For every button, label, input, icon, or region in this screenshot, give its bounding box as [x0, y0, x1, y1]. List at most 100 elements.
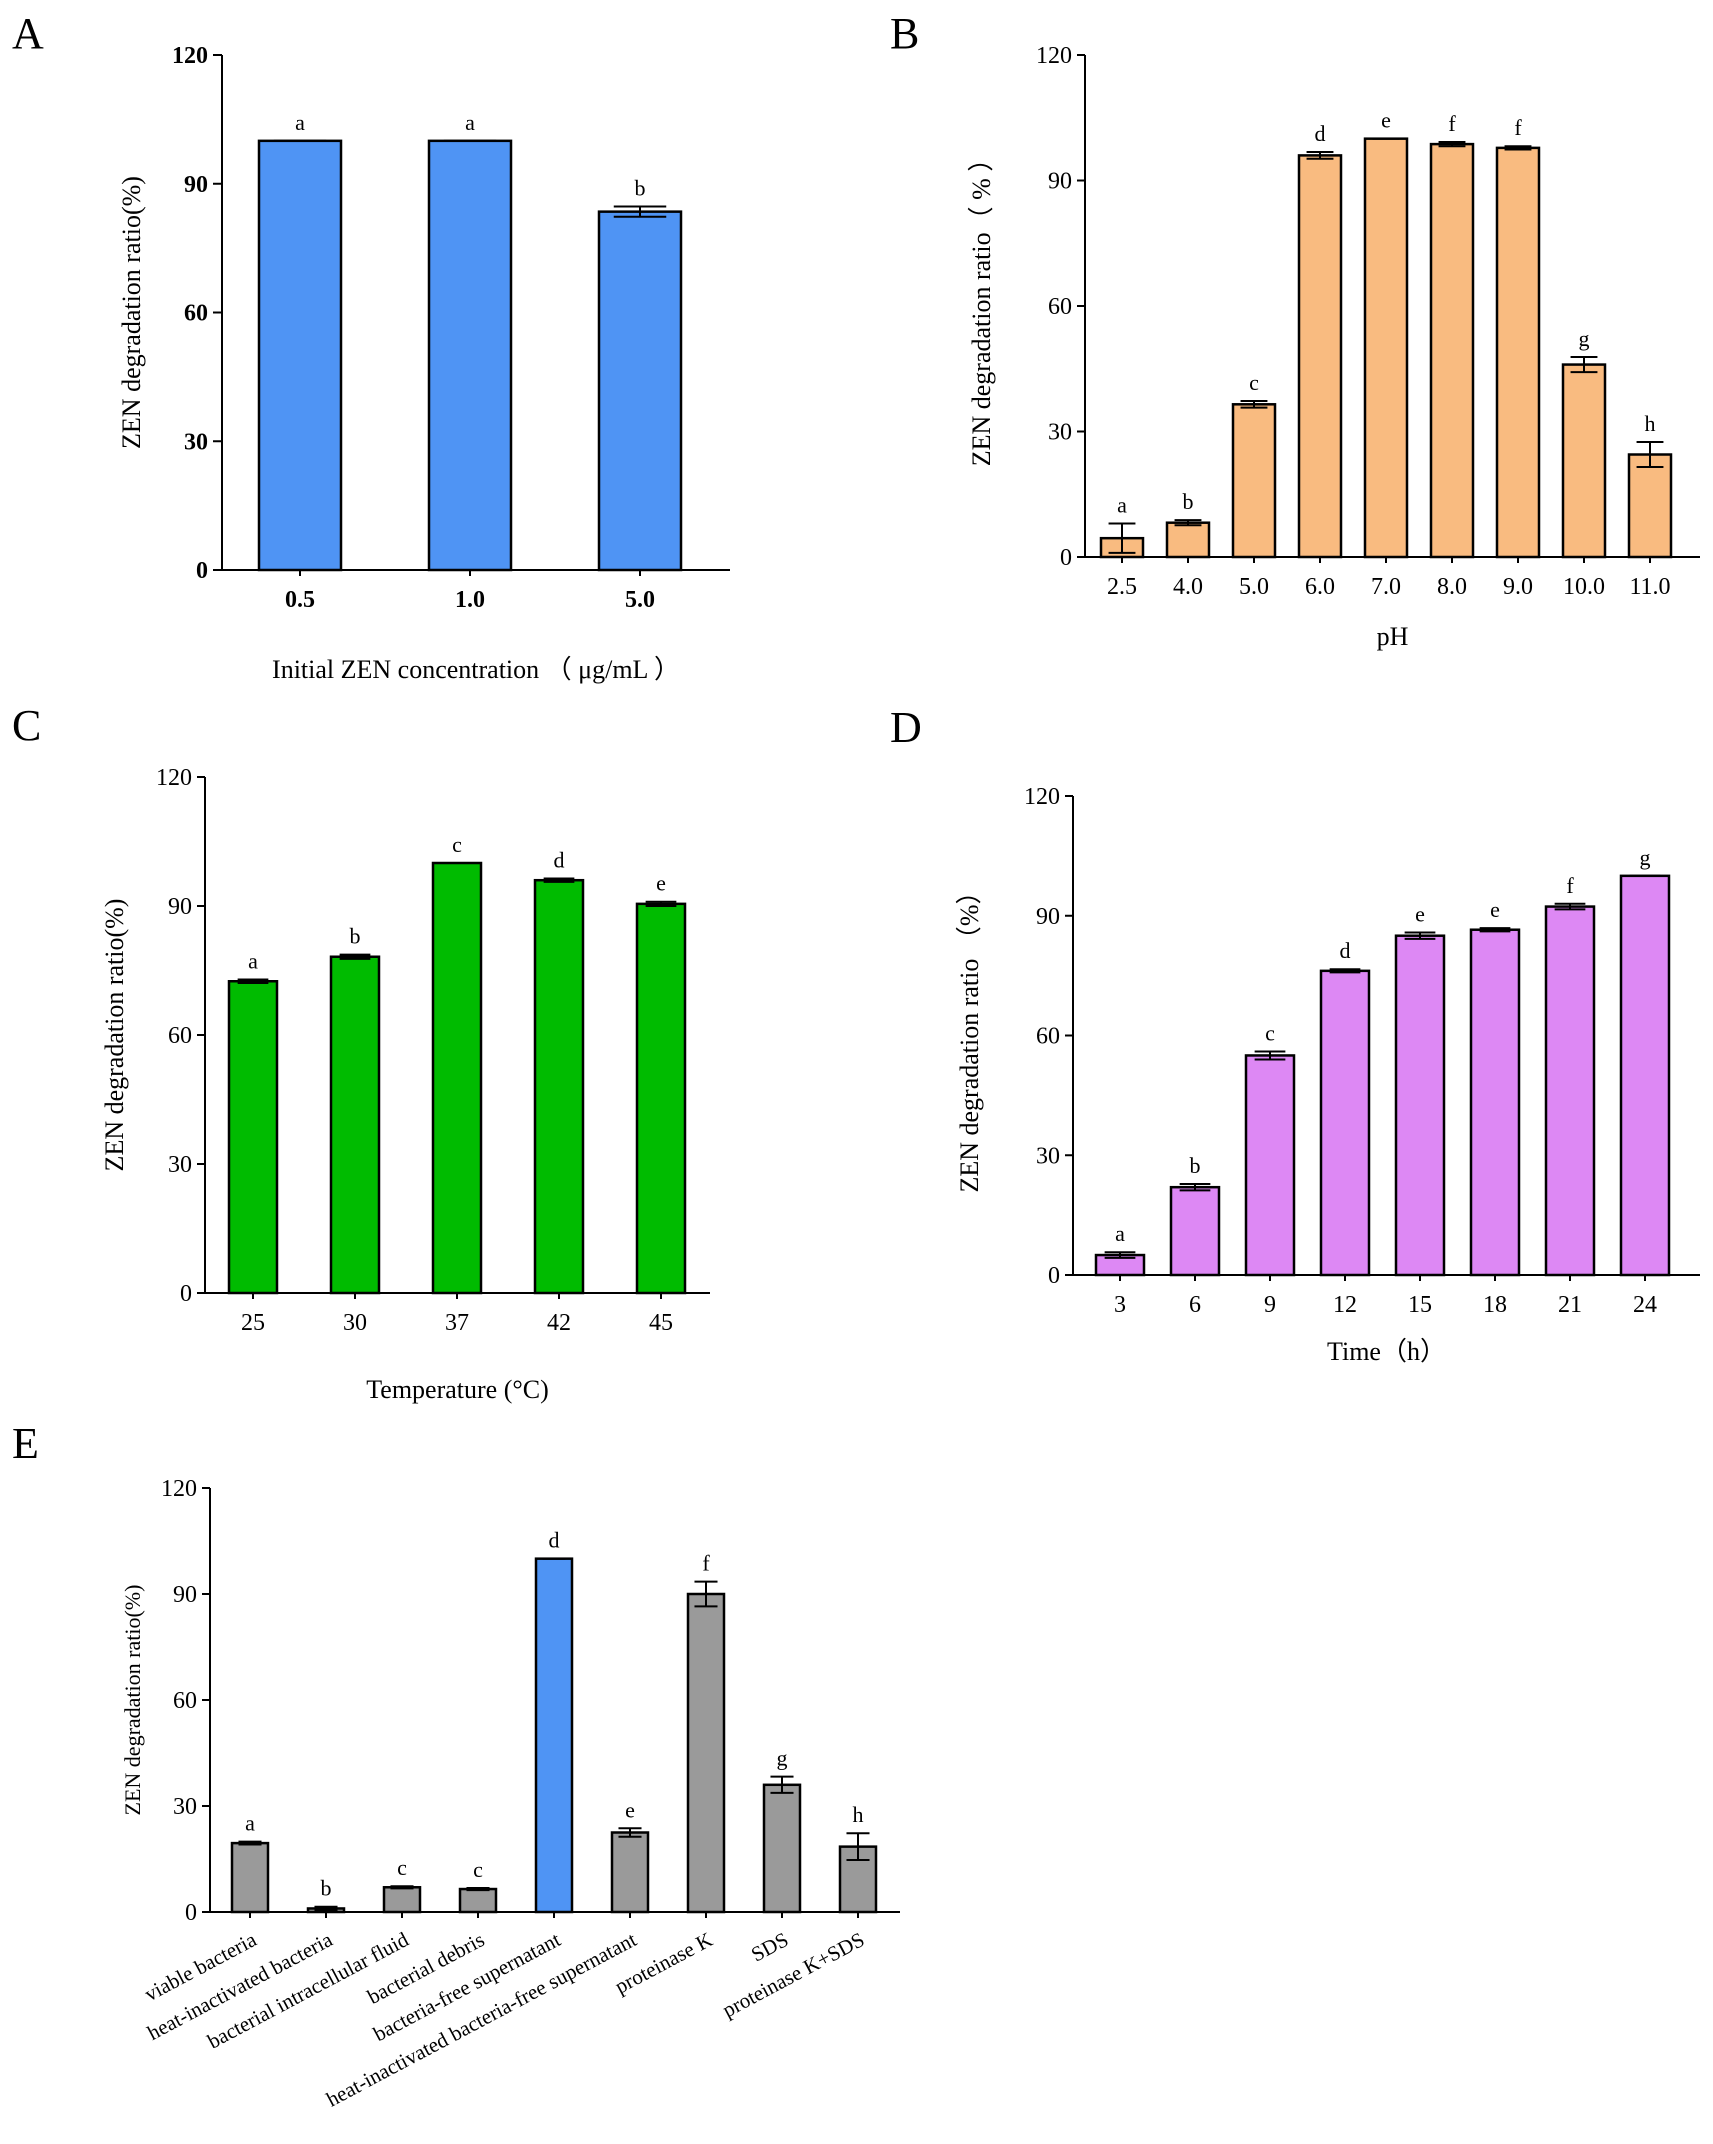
x-tick-label: 6	[1189, 1292, 1201, 1318]
y-tick-label: 60	[173, 1688, 197, 1714]
bar	[382, 1886, 422, 1914]
x-tick-label: 5.0	[1239, 574, 1269, 600]
x-tick-label: 37	[445, 1310, 469, 1336]
significance-letter: a	[465, 110, 475, 135]
significance-letter: e	[1490, 897, 1500, 922]
significance-letter: b	[350, 924, 361, 949]
panel-label: A	[12, 9, 44, 58]
x-tick-label: 1.0	[455, 587, 485, 613]
panel-label: C	[12, 701, 41, 750]
y-tick-label: 90	[184, 172, 208, 198]
significance-letter: f	[1448, 111, 1456, 136]
y-tick-label: 30	[1036, 1143, 1060, 1169]
x-tick-label: 11.0	[1629, 574, 1670, 600]
bar	[610, 1831, 650, 1914]
y-tick-label: 0	[196, 558, 208, 584]
x-axis-title: Temperature (°C)	[366, 1375, 549, 1404]
significance-letter: e	[1415, 902, 1425, 927]
bar	[534, 1557, 574, 1914]
bar	[329, 955, 381, 1295]
bar	[1544, 905, 1596, 1277]
significance-letter: h	[853, 1802, 864, 1827]
x-tick-label: 0.5	[285, 587, 315, 613]
y-tick-label: 120	[156, 765, 192, 791]
x-tick-label: 2.5	[1107, 574, 1137, 600]
significance-letter: e	[1381, 108, 1391, 133]
x-tick-label: 15	[1408, 1292, 1432, 1318]
x-tick-label: 5.0	[625, 587, 655, 613]
chart-panel-c: C 0 30 60 90 120 a 25 b 30 c 37 d 42 e 45 ZEN degradatio…	[12, 701, 710, 1404]
significance-letter: h	[1645, 411, 1656, 436]
x-axis-title: Initial ZEN concentration （ μg/mL ）	[272, 655, 680, 684]
bar	[230, 1841, 270, 1914]
significance-letter: f	[1514, 115, 1522, 140]
bar	[227, 980, 279, 1295]
significance-letter: e	[656, 871, 666, 896]
panel-label: D	[890, 703, 922, 752]
chart-panel-a: A 0 30 60 90 120 a 0.5 a 1.0 b 5.0 ZEN degradation r…	[12, 9, 730, 684]
bar	[1297, 154, 1343, 559]
x-tick-label: 21	[1558, 1292, 1582, 1318]
bar	[431, 861, 483, 1295]
y-tick-label: 120	[172, 43, 208, 69]
bar	[458, 1887, 498, 1914]
chart-panel-b: B 0 30 60 90 120 a 2.5 b 4.0 c 5.0 d 6.0 e 7.0 f 8.0 f 9.0 g…	[890, 9, 1700, 651]
bar	[1469, 928, 1521, 1277]
significance-letter: a	[245, 1811, 255, 1836]
significance-letter: g	[777, 1746, 788, 1771]
x-axis-title: Time（h）	[1327, 1337, 1446, 1366]
y-tick-label: 60	[1036, 1024, 1060, 1050]
y-tick-label: 30	[184, 429, 208, 455]
x-tick-label: 25	[241, 1310, 265, 1336]
bar	[1231, 403, 1277, 559]
significance-letter: d	[1340, 938, 1351, 963]
x-tick-label: 9	[1264, 1292, 1276, 1318]
bar	[1165, 521, 1211, 559]
x-tick-label: 8.0	[1437, 574, 1467, 600]
bar	[1429, 142, 1475, 559]
significance-letter: a	[295, 110, 305, 135]
x-tick-label: 10.0	[1563, 574, 1605, 600]
significance-letter: b	[635, 175, 646, 200]
bar	[1319, 969, 1371, 1277]
x-tick-label: 9.0	[1503, 574, 1533, 600]
y-tick-label: 90	[1036, 904, 1060, 930]
significance-letter: b	[1190, 1153, 1201, 1178]
significance-letter: a	[1117, 493, 1127, 518]
y-tick-label: 60	[184, 301, 208, 327]
y-tick-label: 120	[161, 1476, 197, 1502]
significance-letter: g	[1640, 845, 1651, 870]
x-tick-label: SDS	[747, 1927, 792, 1966]
y-tick-label: 30	[173, 1794, 197, 1820]
y-tick-label: 60	[1048, 294, 1072, 320]
significance-letter: a	[1115, 1221, 1125, 1246]
y-tick-label: 30	[168, 1152, 192, 1178]
y-tick-label: 0	[1060, 545, 1072, 571]
significance-letter: f	[1566, 873, 1574, 898]
x-tick-label: proteinase K+SDS	[718, 1927, 868, 2022]
bar	[686, 1592, 726, 1914]
significance-letter: c	[1265, 1020, 1275, 1045]
x-tick-label: 6.0	[1305, 574, 1335, 600]
significance-letter: e	[625, 1797, 635, 1822]
x-tick-label: 4.0	[1173, 574, 1203, 600]
panel-label: E	[12, 1419, 39, 1468]
bar	[1627, 453, 1673, 559]
y-axis-title: ZEN degradation ratio(%)	[117, 176, 146, 449]
significance-letter: c	[397, 1855, 407, 1880]
significance-letter: d	[554, 847, 565, 872]
bar	[257, 139, 343, 572]
y-axis-title: ZEN degradation ratio（ % ）	[967, 146, 996, 467]
bar	[597, 210, 683, 572]
x-tick-label: 18	[1483, 1292, 1507, 1318]
y-tick-label: 30	[1048, 420, 1072, 446]
bar	[1363, 137, 1409, 559]
y-tick-label: 90	[173, 1582, 197, 1608]
x-tick-label: 30	[343, 1310, 367, 1336]
y-tick-label: 0	[185, 1900, 197, 1926]
y-tick-label: 0	[180, 1281, 192, 1307]
y-tick-label: 90	[168, 894, 192, 920]
x-tick-label: 12	[1333, 1292, 1357, 1318]
significance-letter: c	[1249, 370, 1259, 395]
